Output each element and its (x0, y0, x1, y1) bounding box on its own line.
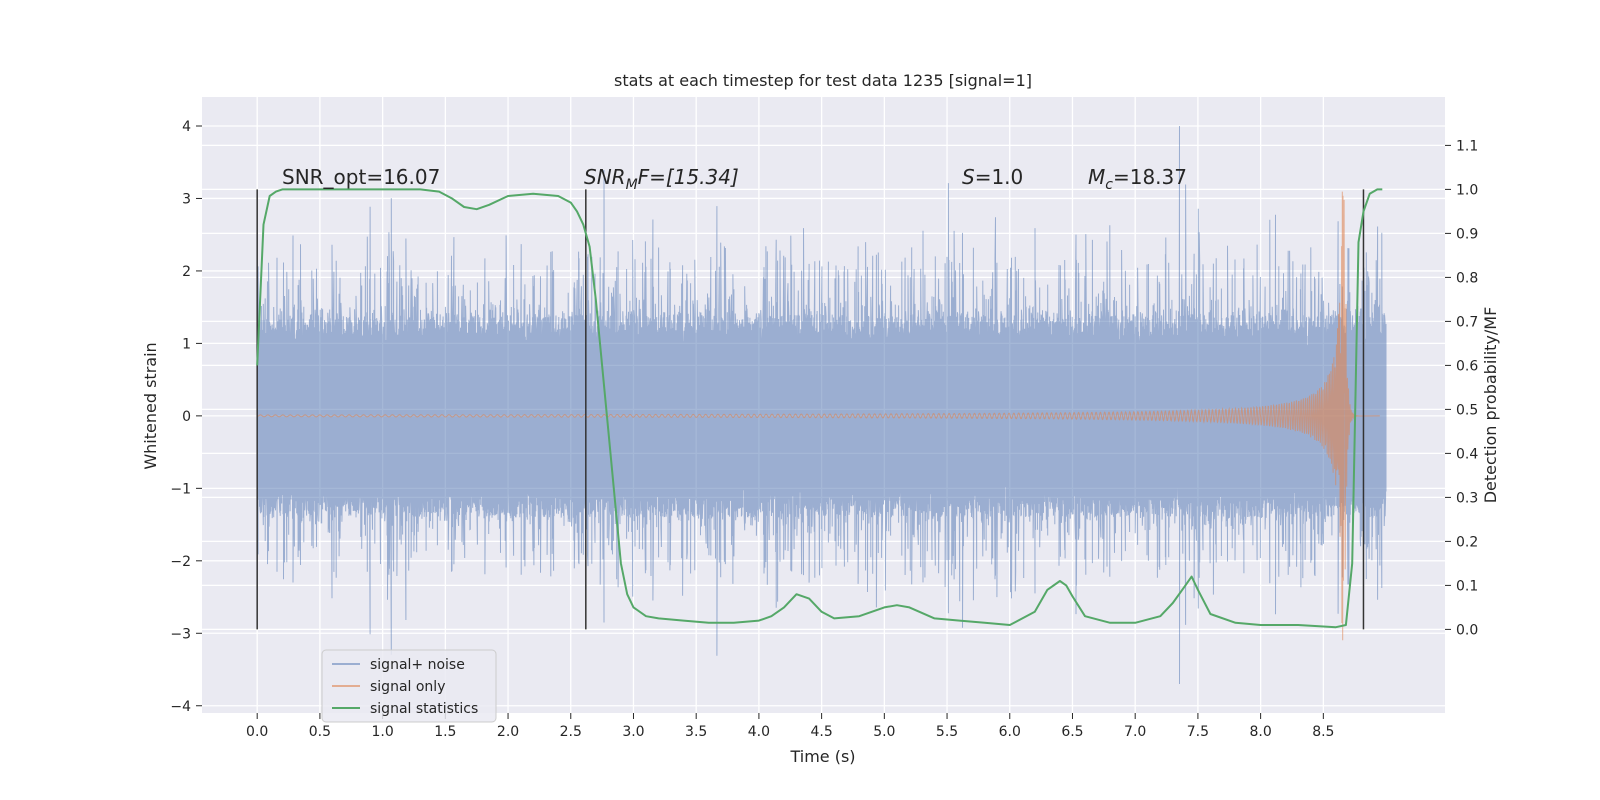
x-tick-label: 7.0 (1124, 724, 1146, 740)
y2-tick-label: 0.9 (1456, 226, 1478, 242)
x-tick-label: 5.0 (873, 724, 895, 740)
y2-tick-label: 0.6 (1456, 358, 1478, 374)
legend-label-noise: signal+ noise (370, 657, 465, 673)
y-tick-label: −1 (170, 481, 191, 497)
y2-tick-label: 0.4 (1456, 446, 1478, 462)
y2-tick-label: 1.0 (1456, 182, 1478, 198)
signal-only-line (257, 191, 1380, 641)
annotation-snr-opt: SNR_opt=16.07 (282, 165, 440, 189)
y2-tick-label: 0.1 (1456, 578, 1478, 594)
vertical-marker-lines (256, 189, 1365, 630)
y2-tick-label: 0.8 (1456, 270, 1478, 286)
signal-plus-noise-line (256, 125, 1387, 685)
y2-tick-label: 0.2 (1456, 534, 1478, 550)
x-tick-label: 2.5 (560, 724, 582, 740)
y-tick-label: 2 (182, 264, 191, 280)
annotation-snr-mf: SNRMF=[15.34] (584, 165, 739, 193)
x-tick-label: 1.5 (434, 724, 456, 740)
y2-axis-ticks: 1.1 1.0 0.9 0.8 0.7 0.6 0.5 0.4 0.3 0.2 0.1 0.0 (1445, 138, 1478, 638)
x-tick-label: 0.0 (246, 724, 268, 740)
annotation-s-symbol: S (962, 165, 975, 189)
legend-box (321, 649, 497, 723)
y2-tick-label: 0.7 (1456, 314, 1478, 330)
annotation-snr-mf-suffix: F=[15.34] (638, 165, 739, 189)
annotation-s: S=1.0 (962, 165, 1023, 189)
y-axis-label: Whitened strain (141, 342, 160, 469)
annotation-mc-value: =18.37 (1113, 165, 1187, 189)
x-axis-label: Time (s) (789, 747, 855, 766)
y-tick-label: 4 (182, 119, 191, 135)
y-tick-label: −3 (170, 626, 191, 642)
annotation-mc: Mc=18.37 (1088, 165, 1187, 193)
series-signal-plus-noise (256, 125, 1387, 685)
y-tick-label: −2 (170, 554, 191, 570)
x-tick-label: 8.5 (1312, 724, 1334, 740)
legend-label-signal: signal only (370, 679, 445, 695)
signal-statistics-line (256, 188, 1383, 629)
x-tick-label: 0.5 (309, 724, 331, 740)
legend: signal+ noise signal only signal statist… (321, 649, 497, 723)
y-tick-label: 3 (182, 191, 191, 207)
series-signal-only (257, 191, 1380, 641)
annotation-s-value: =1.0 (975, 165, 1024, 189)
annotation-snr-mf-sub: M (626, 177, 638, 193)
x-tick-label: 6.0 (999, 724, 1021, 740)
x-tick-label: 8.0 (1249, 724, 1271, 740)
x-tick-label: 1.0 (371, 724, 393, 740)
x-tick-label: 4.5 (810, 724, 832, 740)
y2-tick-label: 0.3 (1456, 490, 1478, 506)
y2-axis-label: Detection probability/MF (1481, 307, 1500, 504)
annotation-snr-mf-prefix: SNR (584, 165, 626, 189)
y-tick-label: 1 (182, 336, 191, 352)
y-tick-label: −4 (170, 699, 191, 715)
x-tick-label: 3.5 (685, 724, 707, 740)
chart-title: stats at each timestep for test data 123… (614, 71, 1032, 90)
x-axis-ticks: 0.0 0.5 1.0 1.5 2.0 2.5 3.0 3.5 4.0 4.5 5.0 5.5 6.0 6… (246, 713, 1334, 740)
series-signal-statistics (256, 188, 1383, 629)
legend-label-stat: signal statistics (370, 701, 478, 717)
x-tick-label: 6.5 (1061, 724, 1083, 740)
y2-tick-label: 1.1 (1456, 138, 1478, 154)
x-tick-label: 5.5 (936, 724, 958, 740)
x-tick-label: 2.0 (497, 724, 519, 740)
annotation-mc-sub: c (1105, 177, 1113, 193)
x-tick-label: 4.0 (748, 724, 770, 740)
annotation-mc-symbol: M (1088, 165, 1105, 189)
x-tick-label: 3.0 (622, 724, 644, 740)
y-tick-label: 0 (182, 409, 191, 425)
y-axis-ticks: 4 3 2 1 0 −1 −2 −3 −4 (170, 119, 202, 715)
x-tick-label: 7.5 (1187, 724, 1209, 740)
y2-tick-label: 0.5 (1456, 402, 1478, 418)
y2-tick-label: 0.0 (1456, 622, 1478, 638)
